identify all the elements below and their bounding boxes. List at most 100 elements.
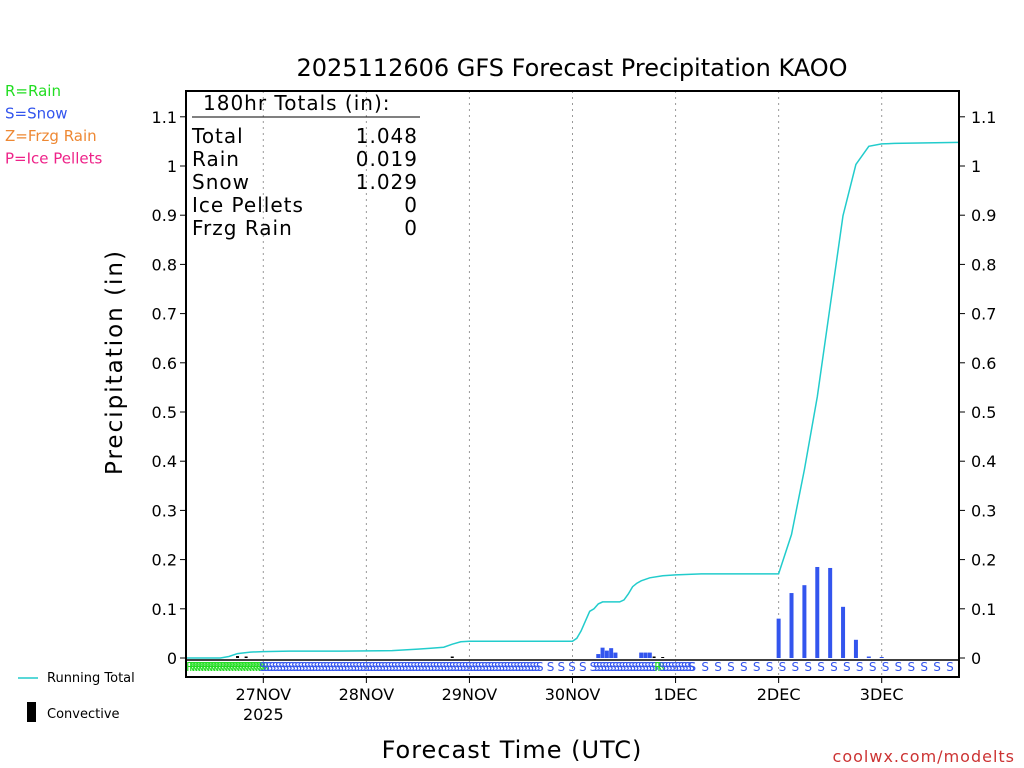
ptype-char: S <box>714 660 722 674</box>
ptype-char: S <box>599 660 607 674</box>
ptype-char: S <box>291 660 299 674</box>
ptype-char: R <box>261 660 269 674</box>
ptype-char: S <box>478 660 486 674</box>
ptype-char: S <box>385 660 393 674</box>
x-tick-label: 1DEC <box>654 685 698 704</box>
ptype-char: S <box>740 660 748 674</box>
ptype-char: S <box>369 660 377 674</box>
ptype-char: S <box>933 660 941 674</box>
ptype-char: S <box>436 660 444 674</box>
precip-type-strip: RRRRRRRRRRRRRRRRRRRRRRRRRRSSSSSSSSSSSSSS… <box>186 659 959 674</box>
convective-bar <box>652 656 656 658</box>
precip-bars <box>596 566 884 658</box>
ptype-char: S <box>356 660 364 674</box>
ptype-char: S <box>327 660 335 674</box>
ptype-char: S <box>688 660 696 674</box>
y-tick-label-left: 1 <box>167 157 177 176</box>
watermark: coolwx.com/modelts <box>833 747 1015 766</box>
ptype-char: S <box>856 660 864 674</box>
precip-bar <box>647 652 652 658</box>
y-tick-label-right: 0.3 <box>971 501 996 520</box>
precip-bar <box>600 647 605 658</box>
convective-bar <box>236 656 240 658</box>
ptype-char: S <box>352 660 360 674</box>
ptype-char: S <box>298 660 306 674</box>
ptype-char: S <box>262 660 270 674</box>
ptype-char: S <box>443 660 451 674</box>
precip-bar <box>879 657 884 658</box>
precip-bar <box>639 652 644 658</box>
precip-bar <box>643 652 648 658</box>
convective-bar <box>450 656 454 658</box>
ptype-char: S <box>330 660 338 674</box>
ptype-char: S <box>674 660 682 674</box>
x-tick-label: 27NOV <box>236 685 292 704</box>
ptype-char: S <box>484 660 492 674</box>
ptype-char: S <box>404 660 412 674</box>
ptype-char: S <box>817 660 825 674</box>
ptype-char: S <box>455 660 463 674</box>
ptype-char: S <box>378 660 386 674</box>
ptype-char: S <box>391 660 399 674</box>
totals-row-value: 0.019 <box>356 147 418 171</box>
ptype-char: S <box>381 660 389 674</box>
ptype-char: S <box>557 660 565 674</box>
ptype-char: S <box>272 660 280 674</box>
x-tick-label: 3DEC <box>860 685 904 704</box>
ptype-char: S <box>526 660 534 674</box>
ptype-char: R <box>219 660 227 674</box>
ptype-char: S <box>265 660 273 674</box>
ptype-char: S <box>340 660 348 674</box>
ptype-char: S <box>596 660 604 674</box>
convective-bar <box>661 657 665 658</box>
ptype-char: S <box>362 660 370 674</box>
ptype-char: S <box>753 660 761 674</box>
ptype-char: S <box>869 660 877 674</box>
ptype-char: S <box>701 660 709 674</box>
ptype-char: S <box>779 660 787 674</box>
y-tick-label-left: 0.9 <box>152 206 177 225</box>
y-tick-label-left: 0.7 <box>152 305 177 324</box>
ptype-char: R <box>204 660 212 674</box>
totals-row-label: Total <box>191 124 244 148</box>
chart-title: 2025112606 GFS Forecast Precipitation KA… <box>296 54 847 82</box>
ptype-char: S <box>388 660 396 674</box>
precip-bar <box>841 606 846 658</box>
ptype-char: R <box>189 660 197 674</box>
ptype-char: S <box>804 660 812 674</box>
ptype-char: S <box>301 660 309 674</box>
ptype-char: S <box>687 660 695 674</box>
y-tick-label-left: 0.4 <box>152 452 177 471</box>
ptype-char: S <box>294 660 302 674</box>
x-axis-label: Forecast Time (UTC) <box>382 736 643 764</box>
ptype-char: S <box>494 660 502 674</box>
y-tick-label-right: 0.9 <box>971 206 996 225</box>
ptype-char: S <box>513 660 521 674</box>
totals-row-value: 1.048 <box>356 124 418 148</box>
ptype-char: S <box>259 660 267 674</box>
ptype-char: S <box>475 660 483 674</box>
ptype-char: S <box>311 660 319 674</box>
y-tick-label-right: 0.1 <box>971 600 996 619</box>
ptype-char: R <box>186 660 194 674</box>
totals-box: 180hr Totals (in): Total 1.048 Rain 0.019 Sn… <box>191 91 420 240</box>
ptype-char: S <box>282 660 290 674</box>
ptype-char: S <box>423 660 431 674</box>
y-tick-label-right: 0 <box>971 649 981 668</box>
ptype-char: S <box>830 660 838 674</box>
ptype-char: S <box>288 660 296 674</box>
legend-series-label: Convective <box>47 707 120 722</box>
ptype-char: S <box>417 660 425 674</box>
ptype-char: R <box>216 660 224 674</box>
x-tick-label: 2DEC <box>757 685 801 704</box>
ptype-char: S <box>333 660 341 674</box>
ptype-char: R <box>225 660 233 674</box>
ptype-char: S <box>426 660 434 674</box>
ptype-char: S <box>635 660 643 674</box>
ptype-char: S <box>398 660 406 674</box>
precip-bar <box>802 585 807 658</box>
ptype-char: S <box>414 660 422 674</box>
ptype-char: S <box>651 660 659 674</box>
ptype-char: S <box>641 660 649 674</box>
ptype-char: S <box>530 660 538 674</box>
